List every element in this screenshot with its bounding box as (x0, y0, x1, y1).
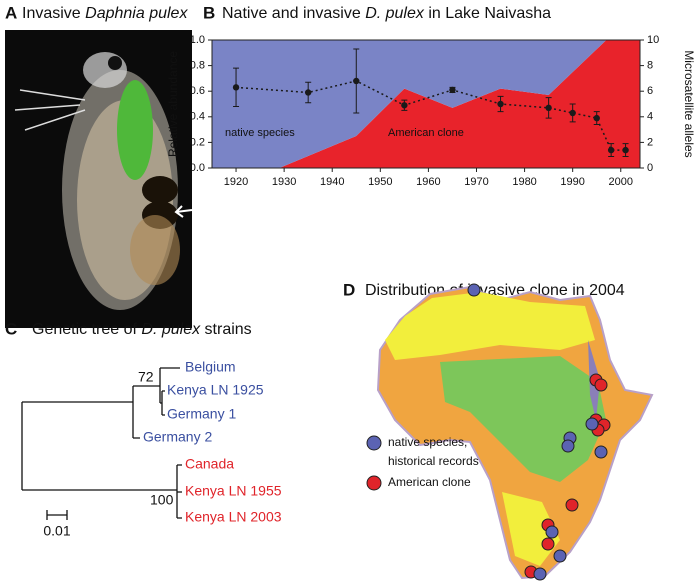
legend-label: historical records (388, 454, 479, 468)
series-label: American clone (388, 127, 464, 139)
leaf-label: Kenya LN 1925 (167, 382, 264, 398)
y-tick-label: 0.4 (190, 111, 205, 123)
y2-tick-label: 2 (647, 136, 653, 148)
x-tick-label: 1980 (512, 176, 536, 188)
y2-tick-label: 0 (647, 162, 653, 174)
point (449, 86, 456, 94)
leaf-label: Kenya LN 1955 (185, 483, 282, 499)
title-part: Daphnia pulex (85, 5, 188, 22)
x-tick-label: 1920 (224, 176, 248, 188)
y-tick-label: 0.8 (190, 60, 205, 72)
y-tick-label: 1.0 (190, 34, 205, 46)
x-tick-label: 1950 (368, 176, 392, 188)
leaf-label: Germany 1 (167, 406, 236, 422)
y2-tick-label: 6 (647, 85, 653, 97)
y-tick-label: 0.2 (190, 136, 205, 148)
area (212, 40, 640, 168)
title-part: Genetic tree of (32, 321, 141, 338)
y-axis-label: Relative abundance (166, 51, 180, 157)
panel-label: B (203, 3, 215, 22)
chart-title: Native and invasive D. pulex in Lake Nai… (222, 5, 551, 22)
scale-label: 0.01 (43, 523, 70, 539)
bootstrap-value: 72 (138, 369, 154, 385)
x-tick-label: 1970 (464, 176, 488, 188)
title-part: strains (200, 321, 252, 338)
point (232, 84, 240, 91)
panel-label: A (5, 3, 17, 22)
y-tick-label: 0.0 (190, 162, 205, 174)
x-tick-label: 2000 (609, 176, 633, 188)
point (569, 109, 576, 117)
y-tick-label: 0.6 (190, 85, 205, 97)
title-part: D. pulex (141, 321, 201, 338)
photo (5, 30, 193, 328)
point (607, 146, 615, 154)
y2-tick-label: 10 (647, 34, 659, 46)
legend-label: American clone (388, 475, 471, 489)
point (401, 102, 408, 109)
plot-frame (211, 39, 641, 169)
point (304, 89, 312, 96)
tree (21, 367, 182, 520)
x-tick-label: 1930 (272, 176, 296, 188)
panel-title: Genetic tree of D. pulex strains (32, 321, 252, 338)
x-tick-label: 1940 (320, 176, 344, 188)
y2-tick-label: 4 (647, 111, 653, 123)
chart: American clone native species 0.0 0.2 0.4 0.6… (190, 34, 660, 188)
point (622, 146, 629, 154)
point (353, 77, 360, 85)
y2-tick-label: 8 (647, 60, 653, 72)
area (212, 40, 640, 168)
x-tick-label: 1960 (416, 176, 440, 188)
title-part: Native and invasive (222, 5, 365, 22)
y2-axis-label: Microsatellite alleles (682, 50, 696, 157)
series-label: native species (225, 127, 295, 139)
legend-label: native species, (388, 435, 467, 449)
title-part: in Lake Naivasha (424, 5, 551, 22)
leaf-label: Kenya LN 2003 (185, 509, 282, 525)
map (366, 283, 654, 581)
point (497, 100, 504, 108)
title-part: D. pulex (365, 5, 425, 22)
title-part: Invasive (22, 5, 85, 22)
x-tick-label: 1990 (560, 176, 584, 188)
panel-title: Invasive Daphnia pulex (22, 5, 188, 22)
panel-label: D (343, 280, 355, 299)
leaf-label: Belgium (185, 359, 236, 375)
leaf-label: Canada (185, 456, 234, 472)
panel-label: C (5, 319, 17, 338)
leaf-label: Germany 2 (143, 429, 212, 445)
bootstrap-value: 100 (150, 492, 174, 508)
point (545, 104, 552, 112)
point (593, 114, 600, 122)
